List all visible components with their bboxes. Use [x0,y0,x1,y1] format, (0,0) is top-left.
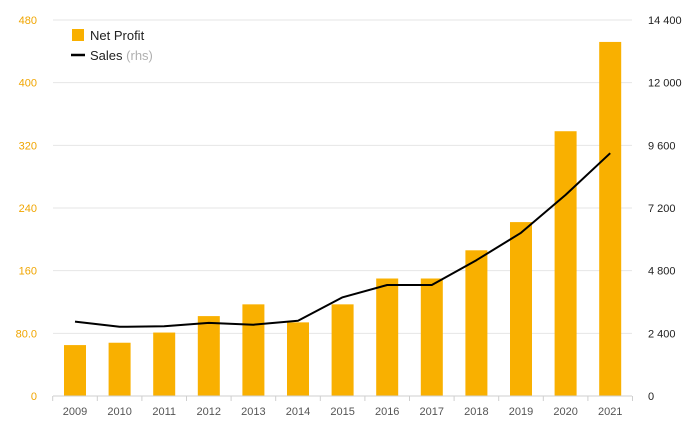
legend-sales-label: Sales (rhs) [90,48,153,63]
legend: Net Profit Sales (rhs) [71,28,153,63]
y-left-tick-label: 240 [19,203,37,215]
x-tick-label: 2010 [107,406,131,418]
y-right-tick-label: 9 600 [648,140,676,152]
net-profit-bar [331,304,354,396]
legend-sales-suffix: (rhs) [126,48,153,63]
x-tick-label: 2015 [330,406,354,418]
sales-line [74,152,611,328]
net-profit-bar [376,278,399,396]
y-left-tick-label: 0 [31,391,37,403]
axes: 0 80.0 160 240 320 400 480 0 2 400 4 800 7 200 9 60… [16,15,682,418]
net-profit-bar [197,316,220,396]
y-right-tick-label: 0 [648,391,654,403]
net-profit-bar [287,322,309,396]
net-profit-bar [108,342,131,396]
y-right-tick-label: 2 400 [648,328,676,340]
y-left-tick-label: 80.0 [16,328,37,340]
x-tick-label: 2011 [152,406,176,418]
gridlines [53,19,632,334]
net-profit-bar [242,304,265,396]
y-right-tick-label: 12 000 [648,78,682,90]
net-profit-bar [554,131,577,396]
x-tick-label: 2012 [197,406,221,418]
y-right-tick-label: 7 200 [648,203,676,215]
sales-line-layer [74,152,611,328]
x-tick-label: 2018 [464,406,488,418]
net-profit-bar [64,345,86,396]
net-profit-bar [153,332,176,396]
x-tick-label: 2019 [509,406,533,418]
net-profit-bar [599,41,622,396]
net-profit-bar [510,222,532,396]
legend-net-profit-swatch [72,29,84,41]
y-left-tick-label: 480 [19,15,37,27]
y-right-tick-label: 14 400 [648,15,682,27]
net-profit-bars [64,41,622,396]
y-left-tick-label: 160 [19,266,37,278]
x-tick-label: 2014 [286,406,310,418]
y-left-tick-label: 400 [19,78,37,90]
y-right-tick-label: 4 800 [648,266,676,278]
y-left-tick-label: 320 [19,140,37,152]
net-profit-bar [465,250,488,396]
legend-net-profit-label: Net Profit [90,28,145,43]
x-tick-label: 2016 [375,406,399,418]
x-tick-label: 2020 [553,406,577,418]
x-tick-label: 2017 [420,406,444,418]
net-profit-bar [420,278,443,396]
x-tick-label: 2013 [241,406,265,418]
x-tick-label: 2021 [598,406,622,418]
x-tick-label: 2009 [63,406,87,418]
legend-sales-name: Sales [90,48,123,63]
